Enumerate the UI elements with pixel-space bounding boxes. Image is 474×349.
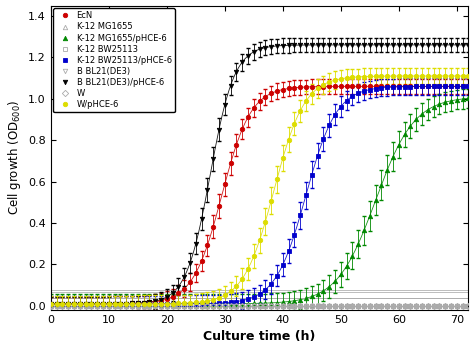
K-12 MG1655 xyxy=(396,304,401,308)
B BL21(DE3)/pHCE-6 xyxy=(425,43,431,47)
W xyxy=(408,304,413,308)
K-12 MG1655/pHCE-6 xyxy=(425,107,431,112)
K-12 BW25113 xyxy=(187,304,193,308)
K-12 BW25113/pHCE-6 xyxy=(425,84,431,89)
K-12 MG1655/pHCE-6 xyxy=(141,302,146,306)
K-12 MG1655 xyxy=(408,304,413,308)
EcN xyxy=(425,84,431,88)
K-12 MG1655 xyxy=(257,304,263,308)
Legend: EcN, K-12 MG1655, K-12 MG1655/pHCE-6, K-12 BW25113, K-12 BW25113/pHCE-6, B BL21(: EcN, K-12 MG1655, K-12 MG1655/pHCE-6, K-… xyxy=(53,8,175,112)
K-12 BW25113/pHCE-6 xyxy=(257,292,263,296)
Line: W: W xyxy=(48,304,471,308)
W/pHCE-6 xyxy=(141,302,146,306)
Line: B BL21(DE3): B BL21(DE3) xyxy=(48,304,471,308)
W/pHCE-6 xyxy=(48,302,54,306)
B BL21(DE3) xyxy=(48,304,54,308)
K-12 BW25113 xyxy=(465,304,471,308)
Line: K-12 BW25113/pHCE-6: K-12 BW25113/pHCE-6 xyxy=(48,84,471,306)
W/pHCE-6 xyxy=(465,74,471,78)
K-12 MG1655/pHCE-6 xyxy=(408,124,413,128)
B BL21(DE3) xyxy=(141,304,146,308)
B BL21(DE3)/pHCE-6 xyxy=(396,43,401,47)
B BL21(DE3)/pHCE-6 xyxy=(187,261,193,265)
EcN xyxy=(141,301,146,305)
W xyxy=(465,304,471,308)
K-12 BW25113 xyxy=(141,304,146,308)
EcN xyxy=(48,302,54,306)
EcN xyxy=(465,84,471,88)
B BL21(DE3)/pHCE-6 xyxy=(408,43,413,47)
Line: B BL21(DE3)/pHCE-6: B BL21(DE3)/pHCE-6 xyxy=(48,43,471,306)
K-12 MG1655/pHCE-6 xyxy=(48,302,54,306)
Line: K-12 MG1655/pHCE-6: K-12 MG1655/pHCE-6 xyxy=(48,96,471,306)
B BL21(DE3) xyxy=(396,304,401,308)
X-axis label: Culture time (h): Culture time (h) xyxy=(203,331,316,343)
K-12 MG1655 xyxy=(425,304,431,308)
EcN xyxy=(408,84,413,88)
Line: K-12 BW25113: K-12 BW25113 xyxy=(48,304,471,308)
B BL21(DE3) xyxy=(465,304,471,308)
K-12 MG1655/pHCE-6 xyxy=(187,302,193,306)
W xyxy=(187,304,193,308)
K-12 MG1655 xyxy=(465,304,471,308)
EcN xyxy=(187,280,193,284)
W/pHCE-6 xyxy=(396,74,401,78)
K-12 MG1655 xyxy=(187,304,193,308)
B BL21(DE3)/pHCE-6 xyxy=(257,47,263,51)
Line: W/pHCE-6: W/pHCE-6 xyxy=(48,74,471,306)
K-12 BW25113/pHCE-6 xyxy=(141,302,146,306)
K-12 BW25113 xyxy=(257,304,263,308)
W/pHCE-6 xyxy=(425,74,431,78)
B BL21(DE3)/pHCE-6 xyxy=(48,302,54,306)
K-12 BW25113 xyxy=(48,304,54,308)
Line: EcN: EcN xyxy=(48,84,471,306)
EcN xyxy=(396,84,401,88)
K-12 BW25113/pHCE-6 xyxy=(48,302,54,306)
W xyxy=(425,304,431,308)
K-12 MG1655/pHCE-6 xyxy=(396,142,401,147)
B BL21(DE3)/pHCE-6 xyxy=(465,43,471,47)
W xyxy=(257,304,263,308)
K-12 BW25113/pHCE-6 xyxy=(187,302,193,306)
W/pHCE-6 xyxy=(257,238,263,242)
W/pHCE-6 xyxy=(187,301,193,305)
K-12 MG1655 xyxy=(48,304,54,308)
K-12 BW25113/pHCE-6 xyxy=(408,84,413,89)
B BL21(DE3) xyxy=(257,304,263,308)
B BL21(DE3)/pHCE-6 xyxy=(141,301,146,305)
K-12 MG1655/pHCE-6 xyxy=(465,96,471,101)
W xyxy=(48,304,54,308)
W xyxy=(141,304,146,308)
Y-axis label: Cell growth (OD$_{600}$): Cell growth (OD$_{600}$) xyxy=(6,100,23,215)
K-12 BW25113/pHCE-6 xyxy=(465,84,471,88)
EcN xyxy=(257,99,263,103)
K-12 BW25113 xyxy=(396,304,401,308)
K-12 BW25113 xyxy=(408,304,413,308)
W/pHCE-6 xyxy=(408,74,413,78)
K-12 BW25113/pHCE-6 xyxy=(396,85,401,89)
K-12 MG1655/pHCE-6 xyxy=(257,301,263,305)
K-12 MG1655 xyxy=(141,304,146,308)
B BL21(DE3) xyxy=(187,304,193,308)
K-12 BW25113 xyxy=(425,304,431,308)
W xyxy=(396,304,401,308)
Line: K-12 MG1655: K-12 MG1655 xyxy=(48,304,471,308)
B BL21(DE3) xyxy=(425,304,431,308)
B BL21(DE3) xyxy=(408,304,413,308)
